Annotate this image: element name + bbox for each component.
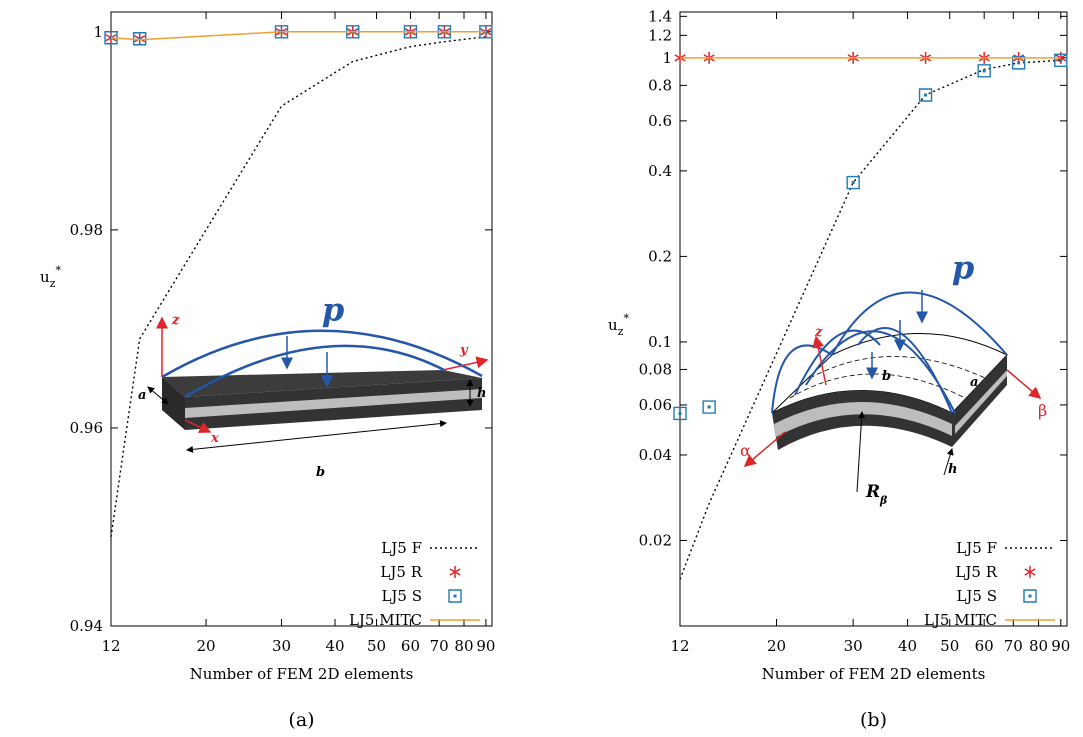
inset-label: p — [952, 249, 974, 287]
x-tick-label: 50 — [940, 637, 959, 655]
y-tick-label: 0.2 — [648, 247, 672, 265]
shell-inset — [743, 290, 1042, 493]
x-tick-label: 80 — [1029, 637, 1048, 655]
y-axis-label-sup: * — [623, 312, 629, 325]
x-tick-label: 90 — [476, 637, 495, 655]
y-tick-label: 1.2 — [648, 26, 672, 44]
legend-swatch — [448, 589, 462, 603]
y-axis-label-sup: * — [55, 264, 61, 277]
inset-label: x — [210, 431, 219, 446]
series-line — [110, 31, 486, 41]
inset-label: h — [948, 462, 957, 477]
x-tick-label: 20 — [196, 637, 215, 655]
y-tick-label: 0.6 — [648, 112, 672, 130]
inset-label: z — [171, 313, 180, 328]
data-point — [977, 64, 991, 78]
y-tick-label: 0.1 — [648, 333, 672, 351]
inset-label: y — [459, 343, 469, 358]
x-tick-label: 60 — [975, 637, 994, 655]
data-point — [846, 175, 860, 190]
y-tick-label: 0.4 — [648, 162, 672, 180]
inset-label: a — [138, 388, 146, 403]
y-axis-label: uz* — [40, 264, 61, 290]
legend-label: LJ5 F — [956, 539, 997, 557]
y-axis-label-main: u — [40, 268, 50, 286]
plate-inset — [147, 316, 489, 453]
inset-label: b — [316, 465, 325, 480]
plot-frame — [110, 11, 493, 627]
data-point — [702, 400, 716, 414]
x-tick-label: 80 — [454, 637, 473, 655]
y-tick-label: 1 — [662, 49, 672, 67]
y-tick-label: 1 — [93, 23, 103, 41]
legend-swatch — [1024, 566, 1036, 578]
legend-label: LJ5 F — [381, 539, 422, 557]
legend-label: LJ5 MITC — [924, 611, 997, 629]
y-tick-label: 0.94 — [70, 617, 103, 635]
series-line — [110, 36, 486, 537]
legend-swatch — [1023, 589, 1037, 603]
y-axis-label: uz* — [608, 312, 629, 338]
inset-label: h — [477, 386, 486, 401]
x-axis-label: Number of FEM 2D elements — [762, 665, 986, 683]
legend-swatch — [449, 566, 461, 578]
x-tick-label: 12 — [101, 637, 120, 655]
x-tick-label: 30 — [844, 637, 863, 655]
y-tick-label: 0.08 — [639, 360, 672, 378]
x-tick-label: 60 — [401, 637, 420, 655]
legend-label: LJ5 R — [955, 563, 997, 581]
data-point — [134, 32, 146, 45]
x-tick-label: 70 — [1004, 637, 1023, 655]
y-axis-label-sub: z — [50, 277, 56, 290]
legend-label: LJ5 S — [956, 587, 997, 605]
x-tick-label: 20 — [767, 637, 786, 655]
legend-label: LJ5 S — [381, 587, 422, 605]
legend-label: LJ5 MITC — [349, 611, 422, 629]
inset-label: a — [970, 375, 978, 390]
caption: (a) — [288, 709, 314, 731]
plot-frame — [679, 11, 1068, 627]
data-point — [1054, 53, 1068, 68]
inset-label: β — [879, 494, 888, 507]
y-tick-label: 0.98 — [70, 221, 103, 239]
inset-label: b — [882, 369, 891, 384]
data-point — [918, 88, 933, 102]
x-tick-label: 90 — [1051, 637, 1070, 655]
inset-label: R — [865, 482, 880, 502]
x-tick-label: 12 — [670, 637, 689, 655]
y-axis-label-sub: z — [618, 325, 624, 338]
y-tick-label: 0.02 — [639, 531, 672, 549]
inset-label: z — [814, 325, 823, 340]
x-tick-label: 40 — [325, 637, 344, 655]
y-tick-label: 0.8 — [648, 76, 672, 94]
x-tick-label: 50 — [367, 637, 386, 655]
inset-label: p — [322, 291, 344, 329]
inset-label: α — [740, 441, 751, 460]
x-tick-label: 70 — [430, 637, 449, 655]
data-point — [673, 406, 687, 421]
y-tick-label: 0.96 — [70, 419, 103, 437]
legend-label: LJ5 R — [380, 563, 422, 581]
x-axis-label: Number of FEM 2D elements — [190, 665, 414, 683]
y-tick-label: 0.06 — [639, 396, 672, 414]
x-tick-label: 40 — [898, 637, 917, 655]
y-tick-label: 0.04 — [639, 446, 672, 464]
data-point — [1011, 56, 1026, 70]
y-axis-label-main: u — [608, 316, 618, 334]
x-tick-label: 30 — [272, 637, 291, 655]
y-tick-label: 1.4 — [648, 7, 672, 25]
inset-label: β — [1038, 401, 1047, 420]
caption: (b) — [860, 709, 887, 731]
